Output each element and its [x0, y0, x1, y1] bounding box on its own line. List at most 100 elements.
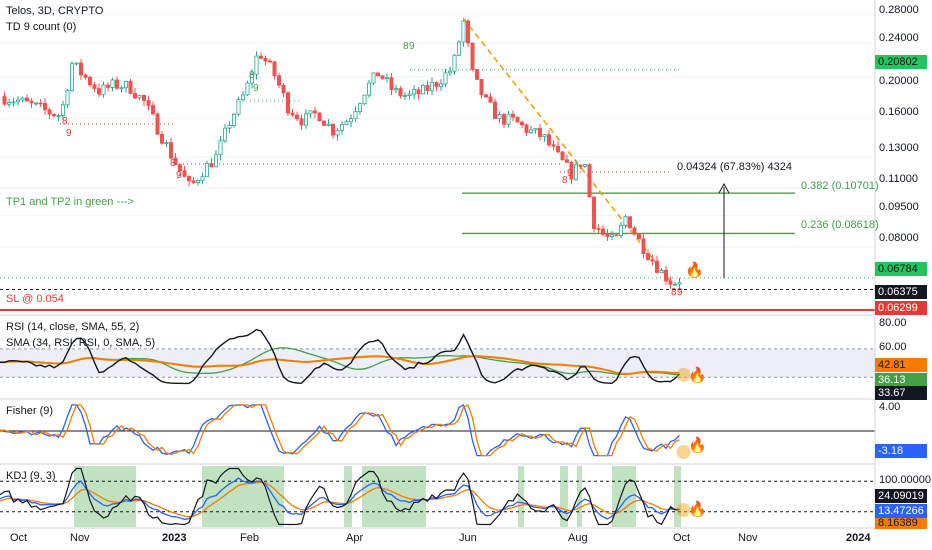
kdj-shade-zone: [344, 466, 352, 527]
candle-body: [384, 77, 389, 80]
candle-body: [411, 89, 416, 95]
candle-body: [119, 87, 124, 90]
candle-body: [479, 79, 484, 96]
candle-body: [438, 83, 443, 87]
fib-236-label: 0.236 (0.08618): [801, 219, 879, 231]
candle-body: [56, 115, 61, 117]
time-label: Aug: [568, 532, 588, 544]
candle-body: [236, 99, 241, 115]
kdj-j-line: [0, 467, 680, 526]
candle-body: [294, 114, 299, 120]
candle-body: [52, 113, 57, 117]
candle-body: [115, 79, 120, 89]
candle-body: [200, 176, 205, 181]
candle-body: [673, 283, 678, 286]
time-label: Jun: [459, 532, 477, 544]
candle-body: [456, 41, 461, 56]
candle-body: [141, 94, 146, 101]
candle-body: [596, 228, 601, 230]
candle-body: [556, 145, 561, 153]
candle-body: [407, 93, 412, 96]
candle-body: [402, 95, 407, 97]
time-label: Nov: [738, 532, 758, 544]
candle-body: [285, 92, 290, 114]
candle-body: [655, 260, 660, 273]
candle-body: [204, 163, 209, 178]
candle-body: [101, 84, 106, 95]
candle-body: [2, 96, 7, 105]
kdj-badge-j: 24.09019: [875, 489, 927, 503]
td-count-label: 9: [677, 287, 683, 298]
rsi-badge-sma34: 36.13: [875, 373, 927, 387]
candle-body: [124, 80, 129, 89]
candle-body: [375, 72, 380, 77]
candle-body: [371, 72, 376, 84]
rsi-title: RSI (14, close, SMA, 55, 2): [6, 321, 140, 333]
kdj-pane: [0, 466, 875, 527]
td-count-label: 8: [671, 287, 677, 298]
price-tick: 0.11000: [879, 173, 918, 185]
time-label: 2024: [846, 532, 871, 544]
candle-body: [551, 144, 556, 147]
candle-body: [308, 110, 313, 115]
kdj-k-line: [0, 477, 680, 520]
candle-body: [506, 113, 511, 125]
candle-body: [11, 101, 16, 104]
candle-body: [632, 227, 637, 235]
candle-body: [339, 124, 344, 131]
fib-382-label: 0.382 (0.10701): [801, 180, 879, 192]
kdj-shade-zone: [674, 466, 681, 527]
candle-body: [159, 133, 164, 144]
candle-body: [420, 85, 425, 95]
candle-body: [132, 92, 137, 99]
candle-body: [97, 88, 102, 95]
kdj-title: KDJ (9, 3): [6, 470, 56, 482]
candle-body: [254, 55, 259, 75]
time-label: Oct: [673, 532, 691, 544]
kdj-shade-zone: [577, 466, 582, 527]
candle-body: [583, 164, 588, 167]
candle-body: [43, 102, 48, 111]
candle-body: [272, 61, 277, 77]
candle-body: [267, 60, 272, 63]
candle-body: [15, 99, 20, 103]
candle-body: [227, 125, 232, 129]
candle-body: [578, 164, 583, 167]
candle-body: [47, 109, 52, 115]
td-count-label: 8: [403, 41, 409, 52]
td-count-label: 9: [253, 83, 259, 94]
candle-body: [569, 161, 574, 180]
td-count-label: 8: [562, 175, 568, 186]
pane-separators: [0, 0, 876, 530]
candle-body: [668, 280, 673, 285]
candle-body: [533, 127, 538, 131]
candle-body: [614, 234, 619, 237]
sl-note: SL @ 0.054: [6, 293, 64, 305]
candle-body: [538, 127, 543, 138]
price-tick: 0.16000: [879, 106, 919, 118]
price-tick: 0.20000: [879, 75, 919, 87]
time-label: Feb: [240, 532, 259, 544]
candle-body: [601, 228, 606, 235]
kdj-tick: 100.00000: [879, 474, 931, 486]
candle-body: [565, 159, 570, 163]
candle-body: [146, 100, 151, 106]
candle-body: [191, 180, 196, 183]
candle-body: [344, 121, 349, 126]
candle-body: [362, 94, 367, 105]
candle-body: [524, 124, 529, 133]
time-label: Oct: [10, 532, 28, 544]
candle-body: [110, 79, 115, 88]
candle-body: [74, 62, 79, 65]
candle-body: [529, 129, 534, 133]
time-label: Nov: [70, 532, 90, 544]
candle-body: [628, 216, 633, 229]
measure-label: 0.04324 (67.83%) 4324: [674, 160, 795, 174]
candle-body: [416, 89, 421, 95]
fisher-signal-line: [0, 403, 680, 457]
candle-body: [173, 157, 178, 166]
td-count-label: 9: [66, 128, 72, 139]
candle-body: [20, 97, 25, 101]
price-tick: 0.08000: [879, 232, 919, 244]
